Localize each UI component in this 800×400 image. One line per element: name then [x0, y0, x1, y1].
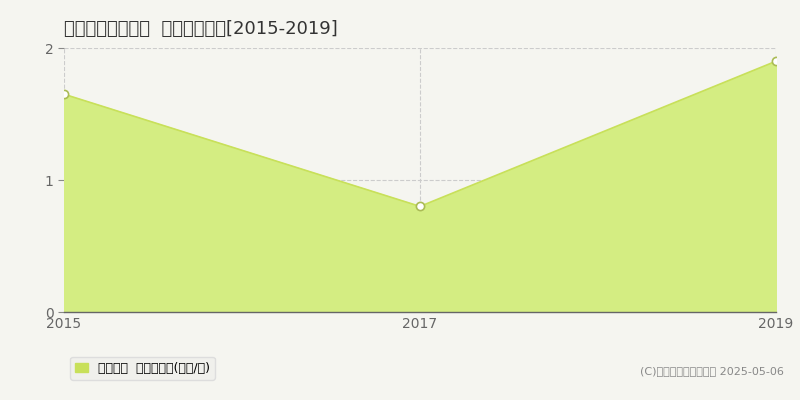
Text: (C)土地価格ドットコム 2025-05-06: (C)土地価格ドットコム 2025-05-06	[640, 366, 784, 376]
Text: 鳥取市河原町曳田  土地価格推移[2015-2019]: 鳥取市河原町曳田 土地価格推移[2015-2019]	[64, 20, 338, 38]
Point	[58, 91, 70, 98]
Legend: 土地価格  平均坪単価(万円/坪): 土地価格 平均坪単価(万円/坪)	[70, 357, 214, 380]
Point	[770, 58, 782, 64]
Point	[414, 203, 426, 210]
